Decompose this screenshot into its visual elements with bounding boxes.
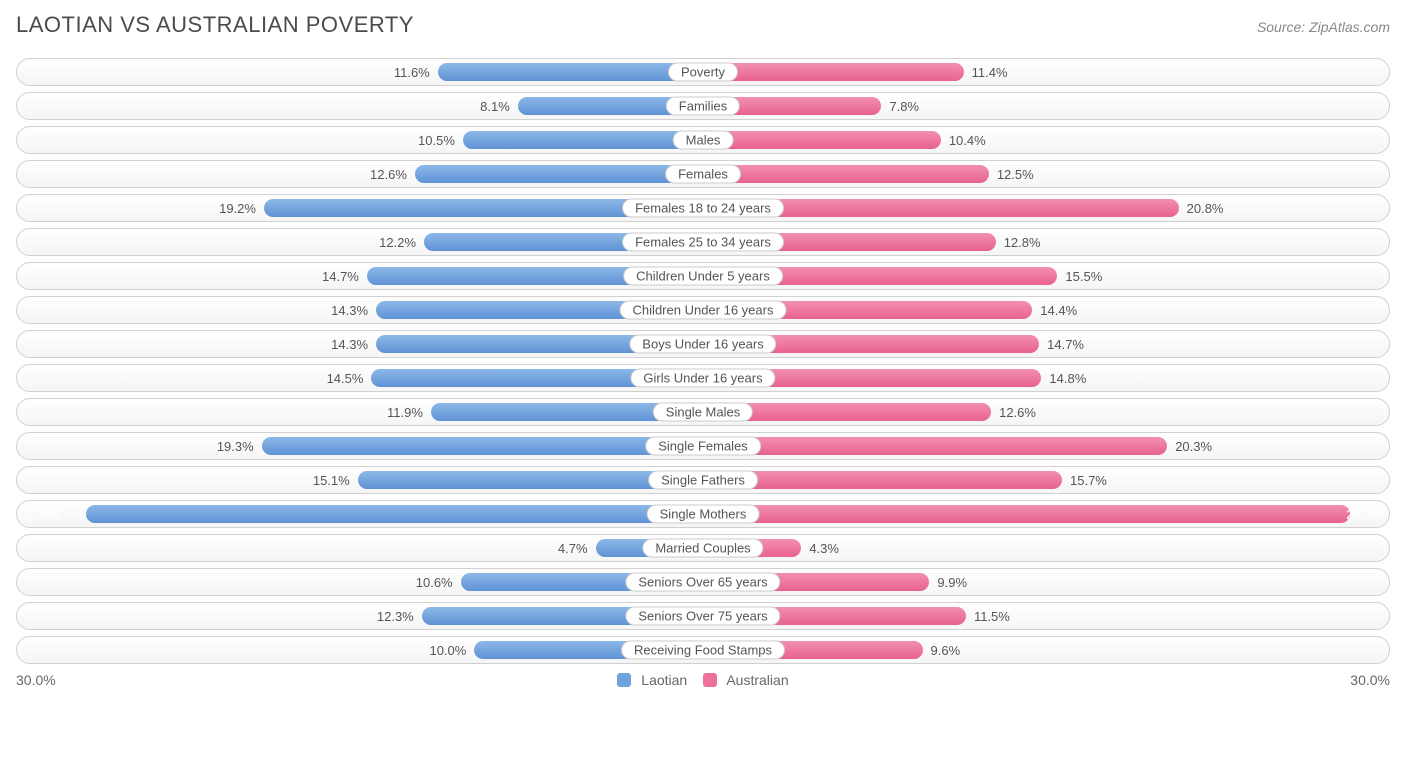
legend: Laotian Australian: [617, 672, 788, 688]
bar-left: [438, 63, 703, 81]
value-label-right: 20.3%: [1175, 433, 1212, 459]
bar-right: [703, 63, 964, 81]
category-badge: Single Fathers: [648, 471, 758, 490]
chart-row: 4.7% 4.3% Married Couples: [16, 534, 1390, 562]
value-label-right: 15.5%: [1065, 263, 1102, 289]
value-label-left: 14.3%: [331, 297, 368, 323]
value-label-right: 9.6%: [931, 637, 961, 663]
value-label-left: 8.1%: [480, 93, 510, 119]
value-label-right: 11.5%: [974, 603, 1010, 629]
value-label-right: 14.4%: [1040, 297, 1077, 323]
value-label-left: 14.5%: [327, 365, 364, 391]
category-badge: Seniors Over 75 years: [625, 607, 780, 626]
value-label-right: 12.5%: [997, 161, 1034, 187]
category-badge: Families: [666, 97, 740, 116]
bar-right: [703, 505, 1350, 523]
value-label-left: 11.9%: [387, 399, 423, 425]
value-label-left: 10.5%: [418, 127, 455, 153]
bar-left: [415, 165, 703, 183]
category-badge: Seniors Over 65 years: [625, 573, 780, 592]
value-label-right: 20.8%: [1187, 195, 1224, 221]
value-label-left: 10.6%: [416, 569, 453, 595]
bar-left: [86, 505, 703, 523]
chart-row: 27.0% 28.3% Single Mothers: [16, 500, 1390, 528]
value-label-right: 10.4%: [949, 127, 986, 153]
chart-title: LAOTIAN VS AUSTRALIAN POVERTY: [16, 12, 414, 38]
chart-rows: 11.6%11.4%Poverty8.1%7.8%Families10.5%10…: [16, 58, 1390, 664]
value-label-right: 9.9%: [937, 569, 967, 595]
category-badge: Children Under 16 years: [620, 301, 787, 320]
chart-row: 12.2% 12.8% Females 25 to 34 years: [16, 228, 1390, 256]
value-label-right: 15.7%: [1070, 467, 1107, 493]
value-label-right: 28.3%: [1346, 501, 1383, 527]
category-badge: Girls Under 16 years: [630, 369, 775, 388]
chart-source: Source: ZipAtlas.com: [1257, 19, 1390, 35]
chart-row: 15.1% 15.7% Single Fathers: [16, 466, 1390, 494]
category-badge: Single Females: [645, 437, 761, 456]
value-label-left: 10.0%: [429, 637, 466, 663]
chart-row: 10.6% 9.9% Seniors Over 65 years: [16, 568, 1390, 596]
value-label-left: 15.1%: [313, 467, 350, 493]
category-badge: Married Couples: [642, 539, 763, 558]
legend-item-left: Laotian: [617, 672, 687, 688]
category-badge: Single Mothers: [647, 505, 760, 524]
chart-row: 14.7% 15.5% Children Under 5 years: [16, 262, 1390, 290]
chart-row: 10.0% 9.6% Receiving Food Stamps: [16, 636, 1390, 664]
category-badge: Females 25 to 34 years: [622, 233, 784, 252]
value-label-right: 12.6%: [999, 399, 1036, 425]
value-label-right: 14.8%: [1049, 365, 1086, 391]
chart-footer: 30.0% Laotian Australian 30.0%: [16, 672, 1390, 688]
category-badge: Boys Under 16 years: [629, 335, 776, 354]
bar-left: [463, 131, 703, 149]
value-label-left: 27.0%: [23, 501, 60, 527]
chart-row: 19.3% 20.3% Single Females: [16, 432, 1390, 460]
category-badge: Males: [673, 131, 734, 150]
category-badge: Females 18 to 24 years: [622, 199, 784, 218]
chart-row: 12.6% 12.5% Females: [16, 160, 1390, 188]
value-label-left: 14.3%: [331, 331, 368, 357]
axis-max-right: 30.0%: [1350, 672, 1390, 688]
value-label-left: 12.6%: [370, 161, 407, 187]
category-badge: Receiving Food Stamps: [621, 641, 785, 660]
category-badge: Females: [665, 165, 741, 184]
value-label-left: 11.6%: [394, 59, 430, 85]
category-badge: Single Males: [653, 403, 753, 422]
value-label-left: 4.7%: [558, 535, 588, 561]
legend-swatch-left: [617, 673, 631, 687]
legend-item-right: Australian: [703, 672, 788, 688]
bar-left: [262, 437, 703, 455]
bar-right: [703, 131, 941, 149]
bar-right: [703, 165, 989, 183]
value-label-left: 19.2%: [219, 195, 256, 221]
chart-row: 14.5% 14.8% Girls Under 16 years: [16, 364, 1390, 392]
chart-row: 12.3% 11.5% Seniors Over 75 years: [16, 602, 1390, 630]
value-label-right: 7.8%: [889, 93, 919, 119]
value-label-right: 4.3%: [809, 535, 839, 561]
legend-label-right: Australian: [726, 672, 788, 688]
value-label-right: 14.7%: [1047, 331, 1084, 357]
axis-max-left: 30.0%: [16, 672, 56, 688]
chart-row: 11.6% 11.4% Poverty: [16, 58, 1390, 86]
chart-row: 19.2% 20.8% Females 18 to 24 years: [16, 194, 1390, 222]
chart-row: 14.3% 14.4% Children Under 16 years: [16, 296, 1390, 324]
value-label-left: 14.7%: [322, 263, 359, 289]
chart-row: 14.3% 14.7% Boys Under 16 years: [16, 330, 1390, 358]
value-label-left: 19.3%: [217, 433, 254, 459]
chart-row: 8.1% 7.8% Families: [16, 92, 1390, 120]
chart-row: 10.5% 10.4% Males: [16, 126, 1390, 154]
value-label-left: 12.2%: [379, 229, 416, 255]
value-label-right: 12.8%: [1004, 229, 1041, 255]
chart-row: 11.9% 12.6% Single Males: [16, 398, 1390, 426]
value-label-left: 12.3%: [377, 603, 414, 629]
legend-swatch-right: [703, 673, 717, 687]
category-badge: Children Under 5 years: [623, 267, 783, 286]
bar-right: [703, 437, 1167, 455]
value-label-right: 11.4%: [972, 59, 1008, 85]
header: LAOTIAN VS AUSTRALIAN POVERTY Source: Zi…: [16, 12, 1390, 38]
category-badge: Poverty: [668, 63, 738, 82]
legend-label-left: Laotian: [641, 672, 687, 688]
